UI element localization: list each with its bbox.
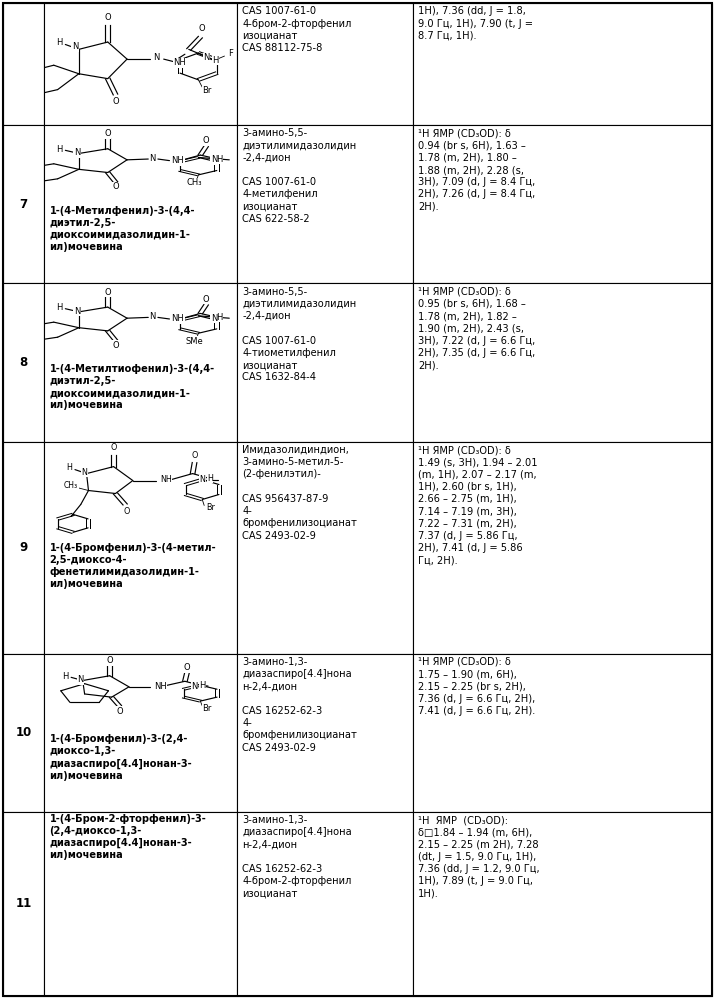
- Bar: [3, 812, 44, 996]
- Text: O: O: [104, 13, 111, 22]
- Text: ¹H ЯМР (CD₃OD): δ
1.75 – 1.90 (m, 6H),
2.15 – 2.25 (br s, 2H),
7.36 (d, J = 6.6 : ¹H ЯМР (CD₃OD): δ 1.75 – 1.90 (m, 6H), 2…: [418, 657, 536, 716]
- Text: O: O: [112, 341, 119, 350]
- Bar: [413, 442, 712, 653]
- Bar: [3, 442, 44, 653]
- Bar: [3, 284, 44, 442]
- Text: NH: NH: [172, 315, 184, 324]
- Text: 1-(4-Метилтиофенил)-3-(4,4-
диэтил-2,5-
диоксоимидазолидин-1-
ил)мочевина: 1-(4-Метилтиофенил)-3-(4,4- диэтил-2,5- …: [49, 365, 214, 411]
- Bar: [237, 125, 413, 284]
- Text: NH: NH: [154, 681, 167, 690]
- Text: 8: 8: [19, 356, 28, 369]
- Text: SMe: SMe: [186, 337, 204, 346]
- Text: H: H: [56, 145, 63, 154]
- Text: F: F: [228, 49, 232, 58]
- Text: Имидазолидиндион,
3-амино-5-метил-5-
(2-фенилэтил)-

CAS 956437-87-9
4-
бромфени: Имидазолидиндион, 3-амино-5-метил-5- (2-…: [242, 445, 358, 540]
- Text: 1-(4-Бромфенил)-3-(2,4-
диоксо-1,3-
диазаспиро[4.4]нонан-3-
ил)мочевина: 1-(4-Бромфенил)-3-(2,4- диоксо-1,3- диаз…: [49, 734, 192, 780]
- Text: 3-амино-1,3-
диазаспиро[4.4]нона
н-2,4-дион

CAS 16252-62-3
4-бром-2-фторфенил
и: 3-амино-1,3- диазаспиро[4.4]нона н-2,4-д…: [242, 815, 352, 899]
- Bar: [44, 3, 237, 125]
- Text: H: H: [217, 155, 223, 164]
- Text: Br: Br: [202, 703, 212, 712]
- Text: O: O: [107, 656, 113, 665]
- Text: 1-(4-Бромфенил)-3-(4-метил-
2,5-диоксо-4-
фенетилимидазолидин-1-
ил)мочевина: 1-(4-Бромфенил)-3-(4-метил- 2,5-диоксо-4…: [49, 542, 216, 589]
- Text: 3-амино-5,5-
диэтилимидазолидин
-2,4-дион

CAS 1007-61-0
4-тиометилфенил
изоциан: 3-амино-5,5- диэтилимидазолидин -2,4-дио…: [242, 287, 357, 383]
- Text: N: N: [211, 314, 217, 323]
- Text: O: O: [104, 288, 111, 297]
- Text: H: H: [66, 464, 72, 473]
- Bar: [413, 812, 712, 996]
- Text: ¹H ЯМР (CD₃OD): δ
0.94 (br s, 6H), 1.63 –
1.78 (m, 2H), 1.80 –
1.88 (m, 2H), 2.2: ¹H ЯМР (CD₃OD): δ 0.94 (br s, 6H), 1.63 …: [418, 128, 536, 212]
- Text: 9: 9: [19, 541, 28, 554]
- Text: NH: NH: [160, 476, 172, 485]
- Text: O: O: [110, 444, 117, 453]
- Text: N: N: [72, 42, 78, 51]
- Text: 1-(4-Бром-2-фторфенил)-3-
(2,4-диоксо-1,3-
диазаспиро[4.4]нонан-3-
ил)мочевина: 1-(4-Бром-2-фторфенил)-3- (2,4-диоксо-1,…: [49, 813, 207, 860]
- Text: ¹H ЯМР (CD₃OD): δ
0.95 (br s, 6H), 1.68 –
1.78 (m, 2H), 1.82 –
1.90 (m, 2H), 2.4: ¹H ЯМР (CD₃OD): δ 0.95 (br s, 6H), 1.68 …: [418, 287, 536, 370]
- Text: N: N: [203, 53, 209, 62]
- Text: CAS 1007-61-0
4-бром-2-фторфенил
изоцианат
CAS 88112-75-8: CAS 1007-61-0 4-бром-2-фторфенил изоциан…: [242, 6, 352, 53]
- Text: N: N: [211, 155, 217, 164]
- Bar: [413, 653, 712, 812]
- Text: N: N: [74, 307, 80, 316]
- Text: H: H: [217, 313, 223, 322]
- Text: N: N: [149, 154, 155, 163]
- Text: N: N: [199, 476, 205, 485]
- Bar: [413, 125, 712, 284]
- Bar: [44, 812, 237, 996]
- Text: O: O: [124, 506, 130, 515]
- Text: N: N: [74, 148, 80, 157]
- Text: H: H: [207, 475, 213, 484]
- Text: 1-(4-Метилфенил)-3-(4,4-
диэтил-2,5-
диоксоимидазолидин-1-
ил)мочевина: 1-(4-Метилфенил)-3-(4,4- диэтил-2,5- дио…: [49, 206, 195, 252]
- Text: NH: NH: [173, 58, 186, 67]
- Text: O: O: [203, 295, 209, 304]
- Text: 11: 11: [16, 897, 31, 910]
- Bar: [237, 442, 413, 653]
- Text: Br: Br: [202, 86, 212, 95]
- Text: CH₃: CH₃: [187, 178, 202, 187]
- Text: O: O: [104, 129, 111, 138]
- Text: H: H: [62, 672, 69, 681]
- Bar: [3, 3, 44, 125]
- Bar: [44, 442, 237, 653]
- Text: O: O: [112, 97, 119, 106]
- Text: H: H: [56, 38, 63, 47]
- Text: N: N: [153, 53, 159, 62]
- Text: H: H: [56, 304, 63, 313]
- Text: NH: NH: [172, 156, 184, 165]
- Bar: [413, 3, 712, 125]
- Text: H: H: [212, 56, 219, 65]
- Bar: [237, 3, 413, 125]
- Text: O: O: [199, 24, 206, 33]
- Bar: [3, 125, 44, 284]
- Bar: [237, 653, 413, 812]
- Bar: [413, 284, 712, 442]
- Bar: [44, 284, 237, 442]
- Text: 1H), 7.36 (dd, J = 1.8,
9.0 Гц, 1H), 7.90 (t, J =
8.7 Гц, 1H).: 1H), 7.36 (dd, J = 1.8, 9.0 Гц, 1H), 7.9…: [418, 6, 533, 41]
- Bar: [44, 125, 237, 284]
- Text: N: N: [82, 469, 87, 478]
- Text: H: H: [199, 680, 205, 689]
- Bar: [237, 812, 413, 996]
- Bar: [3, 653, 44, 812]
- Text: N: N: [192, 681, 198, 690]
- Text: N: N: [149, 312, 155, 321]
- Bar: [44, 653, 237, 812]
- Text: O: O: [116, 707, 123, 716]
- Bar: [237, 284, 413, 442]
- Text: O: O: [203, 136, 209, 145]
- Text: 3-амино-1,3-
диазаспиро[4.4]нона
н-2,4-дион

CAS 16252-62-3
4-
бромфенилизоциана: 3-амино-1,3- диазаспиро[4.4]нона н-2,4-д…: [242, 657, 358, 752]
- Text: CH₃: CH₃: [64, 482, 78, 491]
- Text: ¹H  ЯМР  (CD₃OD):
δ□1.84 – 1.94 (m, 6H),
2.15 – 2.25 (m 2H), 7.28
(dt, J = 1.5, : ¹H ЯМР (CD₃OD): δ□1.84 – 1.94 (m, 6H), 2…: [418, 815, 540, 899]
- Text: O: O: [112, 182, 119, 191]
- Text: ¹H ЯМР (CD₃OD): δ
1.49 (s, 3H), 1.94 – 2.01
(m, 1H), 2.07 – 2.17 (m,
1H), 2.60 (: ¹H ЯМР (CD₃OD): δ 1.49 (s, 3H), 1.94 – 2…: [418, 445, 538, 565]
- Text: 3-амино-5,5-
диэтилимидазолидин
-2,4-дион

CAS 1007-61-0
4-метилфенил
изоцианат
: 3-амино-5,5- диэтилимидазолидин -2,4-дио…: [242, 128, 357, 224]
- Text: 7: 7: [19, 198, 28, 211]
- Text: O: O: [192, 452, 198, 461]
- Text: Br: Br: [206, 502, 215, 511]
- Text: 10: 10: [16, 726, 31, 739]
- Text: N: N: [77, 675, 84, 684]
- Text: O: O: [184, 663, 190, 672]
